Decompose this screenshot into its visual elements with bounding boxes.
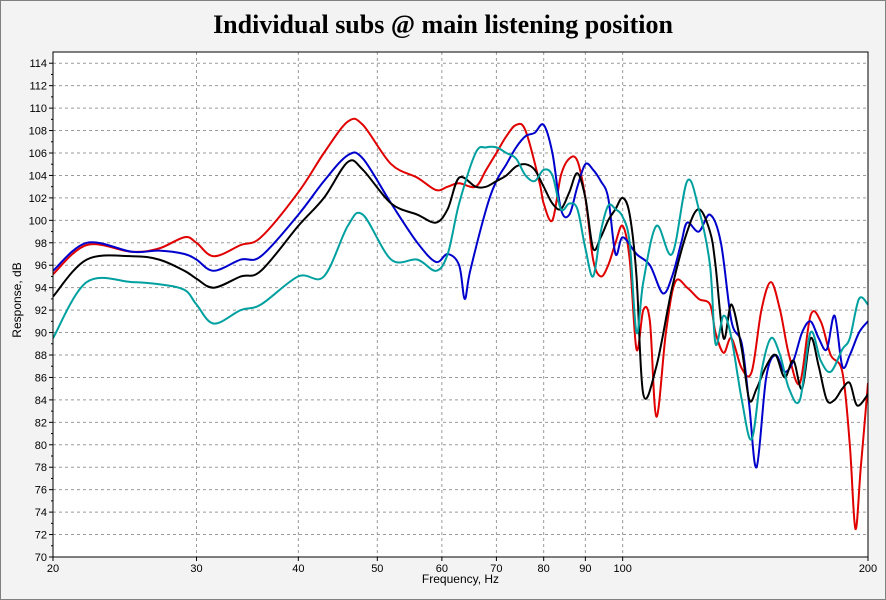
y-tick-label: 90 — [35, 328, 47, 340]
x-axis-label: Frequency, Hz — [421, 572, 500, 586]
y-tick-label: 80 — [35, 440, 47, 452]
x-tick-label: 40 — [292, 563, 304, 575]
x-tick-label: 80 — [538, 563, 550, 575]
plot-border — [52, 51, 869, 558]
y-tick-label: 108 — [29, 126, 47, 138]
y-tick-label: 78 — [35, 462, 47, 474]
x-tick-label: 200 — [859, 563, 877, 575]
y-tick-label: 100 — [29, 215, 47, 227]
y-tick-label: 76 — [35, 485, 47, 497]
chart-title: Individual subs @ main listening positio… — [213, 10, 673, 39]
y-tick-label: 104 — [29, 170, 47, 182]
series-line-2 — [53, 123, 868, 469]
y-tick-label: 112 — [29, 81, 47, 93]
y-tick-label: 114 — [29, 58, 47, 70]
y-tick-label: 70 — [35, 552, 47, 564]
series-line-3 — [53, 159, 868, 407]
y-tick-label: 110 — [29, 103, 47, 115]
series-line-4 — [53, 145, 868, 441]
y-tick-label: 106 — [29, 148, 47, 160]
series-line-1 — [53, 117, 868, 530]
y-tick-label: 94 — [35, 283, 47, 295]
x-tick-label: 90 — [579, 563, 591, 575]
y-axis-label: Response, dB — [10, 262, 24, 338]
y-tick-label: 82 — [35, 417, 47, 429]
y-tick-label: 88 — [35, 350, 47, 362]
x-tick-label: 60 — [436, 563, 448, 575]
x-tick-label: 50 — [371, 563, 383, 575]
y-tick-label: 92 — [35, 305, 47, 317]
y-tick-label: 74 — [35, 507, 47, 519]
x-tick-label: 30 — [190, 563, 202, 575]
y-tick-label: 102 — [29, 193, 47, 205]
y-tick-label: 72 — [35, 530, 47, 542]
x-tick-label: 70 — [490, 563, 502, 575]
y-tick-label: 84 — [35, 395, 47, 407]
y-tick-label: 96 — [35, 260, 47, 272]
plot-background — [53, 52, 868, 557]
x-tick-label: 100 — [613, 563, 631, 575]
y-tick-label: 86 — [35, 372, 47, 384]
x-tick-label: 20 — [47, 563, 59, 575]
y-tick-label: 98 — [35, 238, 47, 250]
